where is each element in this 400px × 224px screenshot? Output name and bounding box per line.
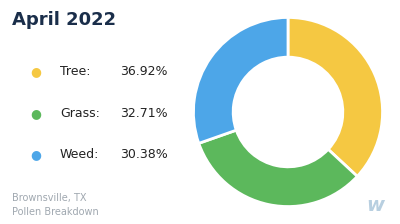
Wedge shape — [199, 130, 357, 207]
Text: Brownsville, TX
Pollen Breakdown: Brownsville, TX Pollen Breakdown — [12, 193, 99, 218]
Text: 32.71%: 32.71% — [120, 107, 168, 120]
Text: April 2022: April 2022 — [12, 11, 116, 29]
Text: Grass:: Grass: — [60, 107, 100, 120]
Wedge shape — [288, 17, 382, 176]
Text: Weed:: Weed: — [60, 148, 99, 161]
Text: 30.38%: 30.38% — [120, 148, 168, 161]
Text: ●: ● — [30, 65, 42, 78]
Text: ●: ● — [30, 107, 42, 120]
Text: Tree:: Tree: — [60, 65, 90, 78]
Text: 36.92%: 36.92% — [120, 65, 168, 78]
Text: ●: ● — [30, 148, 42, 161]
Text: w: w — [366, 196, 384, 215]
Wedge shape — [194, 17, 288, 143]
